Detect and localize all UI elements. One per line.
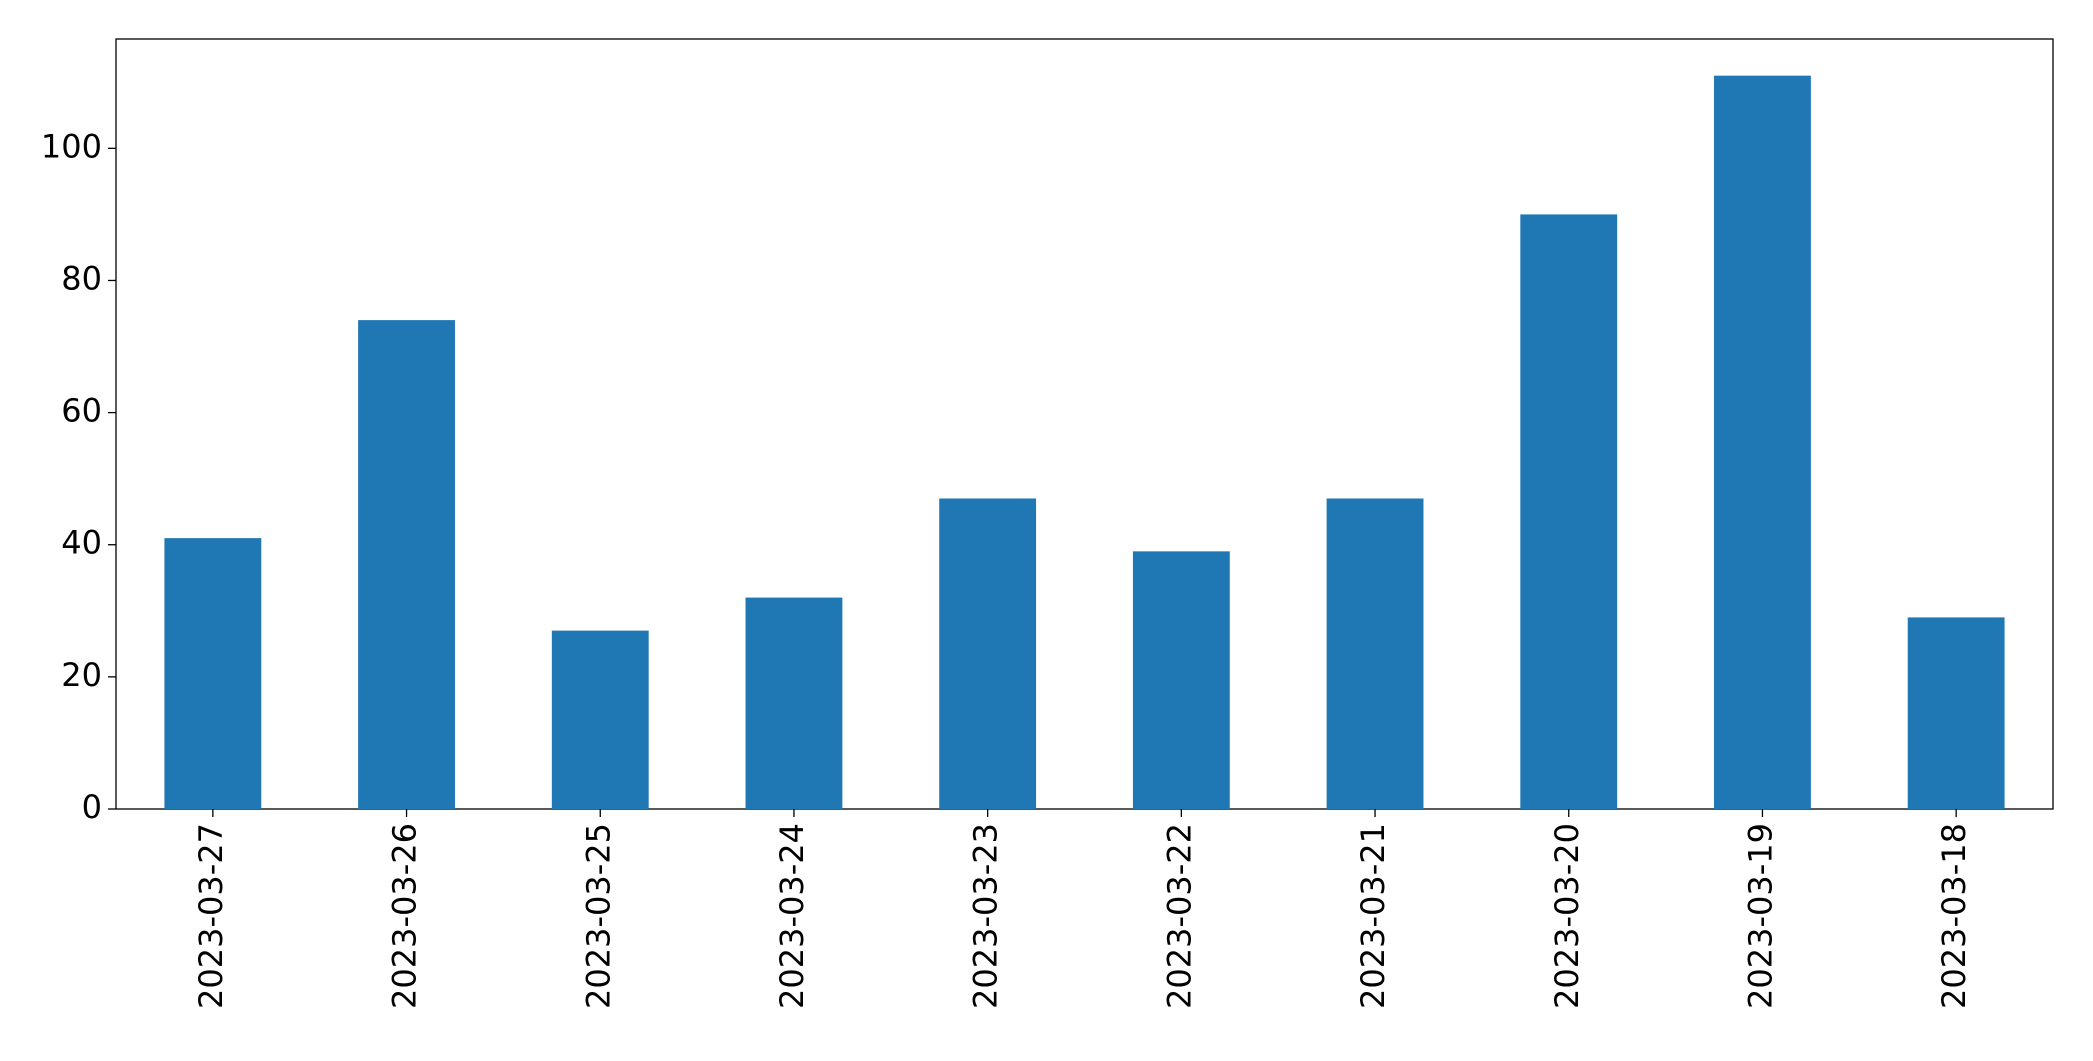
bar (1326, 498, 1424, 809)
bar (551, 630, 649, 809)
x-tick-label: 2023-03-24 (773, 823, 811, 1009)
bar (939, 498, 1037, 809)
bar (1907, 617, 2005, 809)
x-tick-label: 2023-03-20 (1548, 823, 1586, 1009)
x-tick-label: 2023-03-21 (1354, 823, 1392, 1009)
x-tick-label: 2023-03-19 (1741, 823, 1779, 1009)
bar (1714, 75, 1811, 809)
x-tick-label: 2023-03-22 (1160, 823, 1198, 1009)
bar (745, 597, 843, 809)
y-tick-label: 60 (61, 392, 102, 430)
y-tick-label: 40 (61, 524, 102, 562)
x-tick-label: 2023-03-23 (967, 823, 1005, 1009)
y-tick-label: 20 (61, 656, 102, 694)
y-tick-label: 0 (82, 788, 102, 826)
axes-frame (115, 38, 2054, 810)
bar (358, 320, 455, 809)
bar (1520, 214, 1618, 810)
y-tick-label: 100 (41, 127, 102, 165)
x-tick-label: 2023-03-26 (386, 823, 424, 1009)
bar (1132, 551, 1230, 809)
y-tick-label: 80 (61, 259, 102, 297)
x-tick-label: 2023-03-18 (1935, 823, 1973, 1009)
x-tick-label: 2023-03-27 (192, 823, 230, 1009)
bar (164, 538, 262, 809)
x-tick-label: 2023-03-25 (579, 823, 617, 1009)
